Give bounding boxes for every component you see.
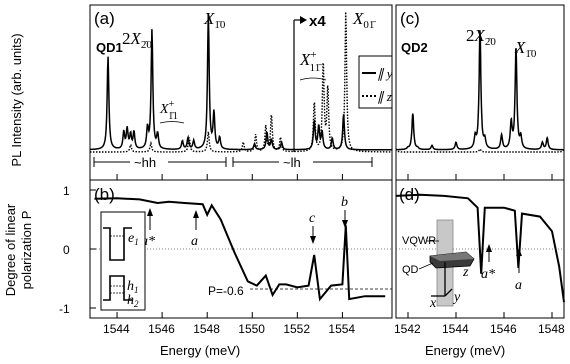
- p-06-label: P=-0.6: [208, 284, 244, 298]
- panel-d-label: (d): [399, 185, 420, 204]
- arrow-a-b-head: [193, 210, 199, 218]
- plot-a: [90, 11, 392, 153]
- plot-d: [395, 193, 565, 303]
- x4-arrow-head: [300, 16, 307, 24]
- xtick-label-left-1546: 1546: [148, 322, 175, 336]
- svg-text:2X2̄0: 2X2̄0: [122, 29, 152, 51]
- peak-label-2x20-c: 2X2̄0: [466, 26, 496, 48]
- xlabel-left: Energy (meV): [160, 343, 240, 358]
- label-c-b: c: [309, 211, 316, 226]
- xtick-label-left-1550: 1550: [238, 322, 265, 336]
- arrow-a-d-head: [516, 248, 522, 256]
- panel-a-dot: QD1: [96, 40, 123, 55]
- axis-z: z: [462, 265, 469, 280]
- lh-label-bg: [279, 154, 313, 171]
- arrow-b-b-head: [342, 220, 348, 228]
- xtick-label-left-1554: 1554: [328, 322, 355, 336]
- hh-label-bg: [130, 154, 168, 171]
- series-b-P: [94, 197, 386, 302]
- xtick-label-right-1548: 1548: [538, 322, 565, 336]
- axis-x: x: [429, 296, 437, 311]
- svg-text:2X2̄0: 2X2̄0: [466, 26, 496, 48]
- x-tick-labels: 1544 1546 1548 1550 1552 1554 1542 1544 1546 1548: [103, 322, 565, 336]
- svg-text:X1̄0: X1̄0: [514, 38, 537, 60]
- svg-text:e1: e1: [128, 231, 139, 247]
- peak-label-x10-c: X1̄0: [514, 38, 537, 60]
- svg-text:X+11̄: X+ 11̄: [299, 49, 322, 74]
- ytick-0: 0: [63, 243, 70, 257]
- xlabel-right: Energy (meV): [425, 343, 505, 358]
- xtick-label-left-1552: 1552: [283, 322, 310, 336]
- arrow-a-star-b-head: [147, 208, 153, 216]
- label-a-star-d: a*: [481, 267, 495, 282]
- svg-text:X01̄: X01̄: [352, 9, 376, 31]
- peak-label-x01bar: X01̄: [352, 9, 376, 31]
- legend: ∥ y ∥ z: [358, 55, 393, 109]
- svg-text:X+1̄1: X+ 1̄1: [159, 99, 178, 122]
- svg-text:h2: h2: [127, 293, 139, 309]
- ylabel-bottom-2: polarization P: [19, 211, 34, 290]
- legend-z: ∥ z: [377, 89, 392, 104]
- arrow-c-b-head: [310, 236, 316, 244]
- ylabel-bottom-1: Degree of linear: [3, 203, 18, 296]
- xtick-label-right-1544: 1544: [442, 322, 469, 336]
- xtick-label-left-1548: 1548: [193, 322, 220, 336]
- label-a-d: a: [515, 278, 522, 293]
- ytick-neg1: -1: [59, 302, 70, 316]
- plot-b: [94, 197, 386, 302]
- panel-c-label: (c): [400, 9, 420, 28]
- peak-label-2x20-a: 2X2̄0: [122, 29, 152, 51]
- band-diagram-inset: e1 h1 h2: [100, 211, 146, 311]
- svg-text:h1: h1: [127, 279, 139, 295]
- vqwr-schematic: VQWR QD z x y: [402, 219, 475, 311]
- tick-marks: [90, 174, 553, 318]
- legend-y: ∥ y: [377, 66, 393, 81]
- hh-label: ~hh: [134, 155, 156, 170]
- ylabel-top: PL Intensity (arb. units): [9, 33, 24, 166]
- peak-label-x11bar-plus: X+ 11̄: [299, 49, 327, 81]
- label-b-b: b: [341, 195, 348, 210]
- peak-label-x11plus: X+ 1̄1: [159, 99, 185, 124]
- xtick-label-left-1544: 1544: [103, 322, 130, 336]
- series-d-P: [395, 193, 565, 303]
- panel-a-label: (a): [94, 9, 115, 28]
- xtick-label-right-1546: 1546: [490, 322, 517, 336]
- plot-c: [395, 30, 565, 153]
- xtick-label-right-1542: 1542: [394, 322, 421, 336]
- label-a-b: a: [191, 234, 198, 249]
- series-c-y: [396, 30, 564, 151]
- ytick-1: 1: [63, 184, 70, 198]
- svg-text:X1̄0: X1̄0: [203, 9, 226, 31]
- panel-c-dot: QD2: [401, 40, 428, 55]
- arrow-a-star-d-head: [486, 244, 492, 252]
- axis-y: y: [452, 290, 461, 305]
- qd-label: QD: [402, 264, 419, 276]
- x4-label: x4: [309, 13, 326, 30]
- peak-label-x10-a: X1̄0: [203, 9, 226, 31]
- panel-b-label: (b): [94, 185, 115, 204]
- vqwr-label: VQWR: [402, 235, 436, 247]
- series-a-y: [90, 13, 392, 151]
- lh-label: ~lh: [283, 155, 301, 170]
